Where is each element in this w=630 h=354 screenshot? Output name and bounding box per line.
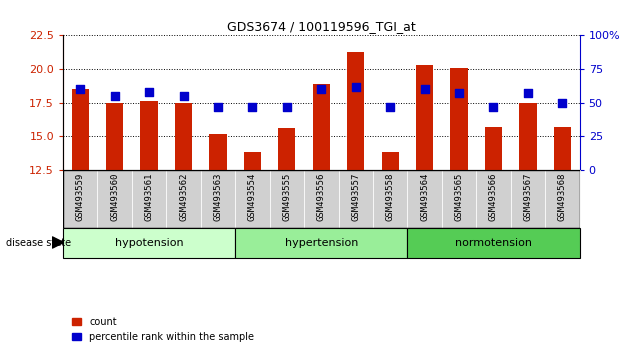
Bar (519, 103, 537, 170)
Point (248, 104, 258, 109)
Bar (175, 103, 192, 170)
Text: GSM493559: GSM493559 (76, 173, 84, 221)
FancyBboxPatch shape (442, 170, 476, 228)
Text: GSM493558: GSM493558 (386, 173, 394, 221)
Point (385, 104, 395, 109)
Text: GSM493568: GSM493568 (558, 173, 567, 221)
Bar (140, 101, 158, 170)
Bar (485, 127, 502, 170)
FancyBboxPatch shape (545, 170, 580, 228)
Point (75, 86, 85, 92)
Bar (554, 127, 571, 170)
FancyBboxPatch shape (373, 170, 408, 228)
Text: GSM493560: GSM493560 (110, 173, 119, 221)
Legend: count, percentile rank within the sample: count, percentile rank within the sample (68, 313, 258, 346)
FancyBboxPatch shape (235, 228, 408, 258)
Bar (450, 68, 467, 170)
Point (454, 90, 464, 96)
Point (110, 93, 120, 99)
Text: GSM493562: GSM493562 (179, 173, 188, 221)
Bar (106, 103, 123, 170)
Text: hypertension: hypertension (285, 238, 358, 249)
Point (558, 100, 568, 105)
Bar (347, 52, 364, 170)
FancyBboxPatch shape (408, 228, 580, 258)
Bar (244, 153, 261, 170)
Polygon shape (52, 237, 64, 248)
Point (282, 104, 292, 109)
Bar (278, 128, 295, 170)
Point (488, 104, 498, 109)
FancyBboxPatch shape (201, 170, 235, 228)
Text: GSM493557: GSM493557 (352, 173, 360, 221)
FancyBboxPatch shape (304, 170, 338, 228)
FancyBboxPatch shape (98, 170, 132, 228)
FancyBboxPatch shape (63, 228, 235, 258)
FancyBboxPatch shape (408, 170, 442, 228)
Text: GSM493555: GSM493555 (282, 173, 291, 221)
Point (178, 93, 188, 99)
Bar (416, 65, 433, 170)
FancyBboxPatch shape (235, 170, 270, 228)
Point (316, 86, 326, 92)
Bar (209, 133, 227, 170)
Text: GSM493566: GSM493566 (489, 173, 498, 221)
Point (420, 86, 430, 92)
Point (351, 84, 361, 89)
Title: GDS3674 / 100119596_TGI_at: GDS3674 / 100119596_TGI_at (227, 20, 416, 33)
Text: GSM493554: GSM493554 (248, 173, 257, 221)
Text: GSM493561: GSM493561 (145, 173, 154, 221)
Bar (382, 153, 399, 170)
FancyBboxPatch shape (63, 170, 98, 228)
Point (144, 89, 154, 95)
Text: GSM493565: GSM493565 (455, 173, 464, 221)
Bar (312, 84, 330, 170)
Point (213, 104, 223, 109)
Text: GSM493556: GSM493556 (317, 173, 326, 221)
Text: disease state: disease state (6, 238, 71, 249)
Text: normotension: normotension (455, 238, 532, 249)
Text: hypotension: hypotension (115, 238, 183, 249)
Bar (72, 89, 89, 170)
Point (523, 90, 533, 96)
Text: GSM493563: GSM493563 (214, 173, 222, 221)
Text: GSM493567: GSM493567 (524, 173, 532, 221)
Text: GSM493564: GSM493564 (420, 173, 429, 221)
FancyBboxPatch shape (476, 170, 511, 228)
FancyBboxPatch shape (166, 170, 201, 228)
FancyBboxPatch shape (132, 170, 166, 228)
FancyBboxPatch shape (338, 170, 373, 228)
FancyBboxPatch shape (511, 170, 545, 228)
FancyBboxPatch shape (270, 170, 304, 228)
